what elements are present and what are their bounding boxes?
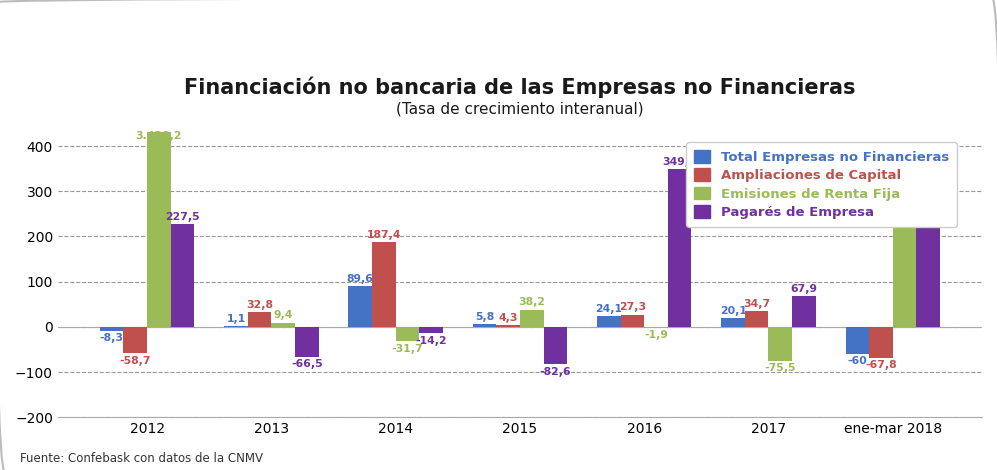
Bar <box>224 326 248 327</box>
Bar <box>644 327 668 328</box>
Text: 34,7: 34,7 <box>743 299 771 309</box>
Text: Fuente: Confebask con datos de la CNMV: Fuente: Confebask con datos de la CNMV <box>20 452 263 465</box>
Bar <box>348 286 372 327</box>
Bar <box>519 310 543 327</box>
Bar <box>271 323 295 327</box>
Text: 27,3: 27,3 <box>619 302 646 312</box>
Text: -67,8: -67,8 <box>865 360 896 370</box>
Text: 3.420,2: 3.420,2 <box>136 131 182 141</box>
Text: -58,7: -58,7 <box>120 356 151 366</box>
Bar <box>124 327 148 353</box>
Text: -14,2: -14,2 <box>416 336 447 345</box>
Bar <box>473 324 497 327</box>
Text: -60: -60 <box>847 356 867 366</box>
Text: -8,3: -8,3 <box>100 333 124 343</box>
Text: -82,6: -82,6 <box>539 367 571 376</box>
Bar <box>721 318 745 327</box>
Text: -75,5: -75,5 <box>765 363 796 373</box>
Bar <box>745 311 769 327</box>
Text: 187,4: 187,4 <box>367 230 401 240</box>
Text: 349,3: 349,3 <box>887 157 922 167</box>
Bar <box>543 327 567 364</box>
Text: 38,2: 38,2 <box>518 298 545 307</box>
Text: -31,7: -31,7 <box>392 344 424 353</box>
Text: 4,3: 4,3 <box>498 313 517 323</box>
Bar <box>620 314 644 327</box>
Text: 32,8: 32,8 <box>246 300 273 310</box>
Title: Financiación no bancaria de las Empresas no Financieras: Financiación no bancaria de las Empresas… <box>184 76 855 98</box>
Bar <box>100 327 124 331</box>
Bar <box>248 312 271 327</box>
Bar <box>892 169 916 327</box>
Text: (Tasa de crecimiento interanual): (Tasa de crecimiento interanual) <box>396 102 644 117</box>
Text: 5,8: 5,8 <box>475 312 495 322</box>
Text: -66,5: -66,5 <box>291 359 323 369</box>
Bar <box>497 325 519 327</box>
Bar <box>295 327 319 357</box>
Text: 9,4: 9,4 <box>273 310 293 321</box>
Bar <box>148 0 170 327</box>
Text: 227,5: 227,5 <box>166 212 199 222</box>
Bar <box>869 327 892 358</box>
Legend: Total Empresas no Financieras, Ampliaciones de Capital, Emisiones de Renta Fija,: Total Empresas no Financieras, Ampliacio… <box>687 142 957 227</box>
Bar <box>420 327 443 333</box>
Bar <box>396 327 420 341</box>
Text: 349,3: 349,3 <box>662 157 697 167</box>
Bar <box>916 177 940 327</box>
Text: 89,6: 89,6 <box>347 274 374 284</box>
Bar <box>769 327 792 361</box>
Bar <box>792 296 816 327</box>
Text: -1,9: -1,9 <box>644 330 668 340</box>
Bar <box>845 327 869 354</box>
Bar <box>597 316 620 327</box>
Bar <box>170 224 194 327</box>
Text: 1,1: 1,1 <box>226 314 245 324</box>
Text: 20,1: 20,1 <box>720 306 747 315</box>
Bar <box>668 169 692 327</box>
Text: 24,1: 24,1 <box>595 304 622 314</box>
Text: 67,9: 67,9 <box>791 284 818 294</box>
Text: 331,6: 331,6 <box>911 164 945 175</box>
Bar <box>372 242 396 327</box>
